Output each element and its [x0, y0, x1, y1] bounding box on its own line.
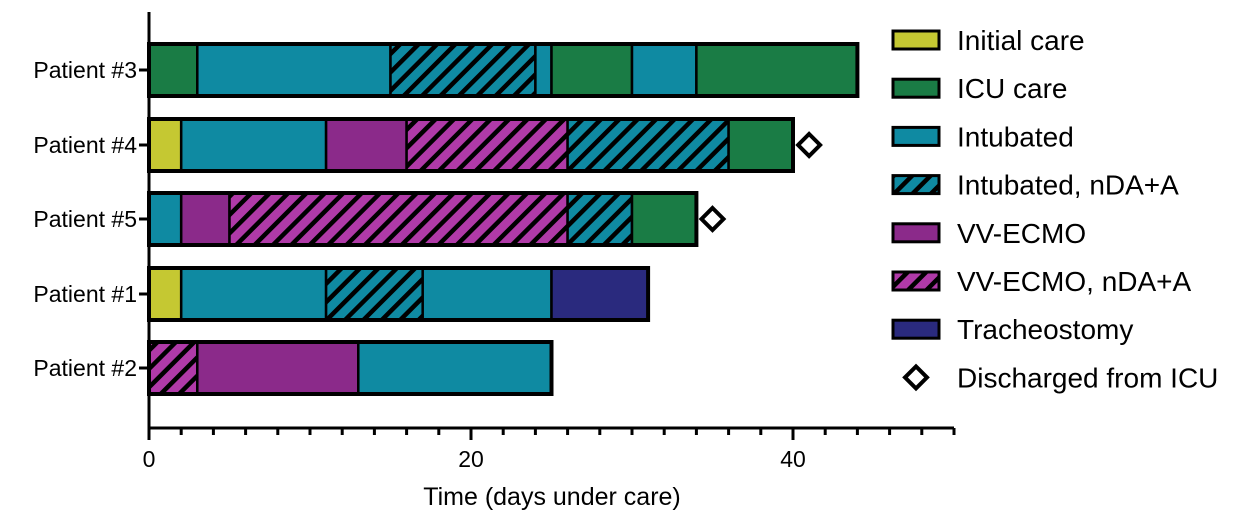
category-label: Patient #5	[33, 206, 137, 232]
legend-label: Intubated, nDA+A	[957, 170, 1179, 201]
category-label: Patient #3	[33, 57, 137, 83]
legend-item-discharged-from-icu: Discharged from ICU	[902, 362, 1218, 393]
legend-swatch	[891, 222, 941, 244]
bar-segment-intubated	[534, 42, 553, 98]
legend-item-tracheostomy: Tracheostomy	[891, 314, 1133, 345]
category-label: Patient #4	[33, 132, 137, 158]
category-label: Patient #2	[33, 355, 137, 381]
bar-row-patient-3: Patient #3	[33, 42, 860, 98]
bar-segment-intubated-nda-a	[324, 266, 424, 322]
legend-swatch	[891, 270, 941, 292]
legend-label: Intubated	[957, 121, 1074, 152]
bar-segment-vv-ecmo	[179, 191, 231, 247]
x-axis-title: Time (days under care)	[423, 483, 681, 511]
x-tick-label: 20	[458, 446, 484, 472]
bar-outline	[147, 340, 554, 396]
bar-segment-vv-ecmo-nda-a	[147, 340, 199, 396]
bar-segment-intubated	[179, 117, 328, 173]
bar-segment-icu-care	[147, 42, 199, 98]
legend-item-vv-ecmo: VV-ECMO	[891, 218, 1086, 249]
legend: Initial care ICU care Intubated Intubated, …	[891, 25, 1218, 393]
bar-segment-intubated	[630, 42, 698, 98]
bar-segment-initial-care	[147, 266, 183, 322]
legend-label: VV-ECMO, nDA+A	[957, 266, 1192, 297]
bar-segment-vv-ecmo-nda-a	[228, 191, 569, 247]
bar-segment-intubated-nda-a	[566, 117, 730, 173]
bar-segment-vv-ecmo	[196, 340, 360, 396]
bar-segment-intubated-nda-a	[389, 42, 537, 98]
bar-row-patient-2: Patient #2	[33, 340, 554, 396]
x-tick-label: 40	[780, 446, 806, 472]
bar-segment-intubated	[196, 42, 392, 98]
bar-segment-intubated-nda-a	[566, 191, 634, 247]
bar-segment-intubated	[179, 266, 328, 322]
legend-label: Initial care	[957, 25, 1085, 56]
legend-swatch	[891, 77, 941, 99]
legend-item-initial-care: Initial care	[891, 25, 1085, 56]
bar-outline	[147, 42, 860, 98]
bar-segment-intubated	[147, 191, 183, 247]
legend-item-icu-care: ICU care	[891, 73, 1067, 104]
bar-segment-icu-care	[630, 191, 698, 247]
legend-label: Tracheostomy	[957, 314, 1133, 345]
legend-swatch-diamond	[902, 363, 930, 392]
legend-swatch	[891, 125, 941, 147]
legend-item-intubated: Intubated	[891, 121, 1074, 152]
bar-segment-vv-ecmo	[324, 117, 408, 173]
bar-segment-icu-care	[550, 42, 634, 98]
category-label: Patient #1	[33, 281, 137, 307]
bar-outline	[147, 117, 795, 173]
bar-segment-vv-ecmo-nda-a	[405, 117, 569, 173]
bar-segment-initial-care	[147, 117, 183, 173]
legend-item-vv-ecmo-nda-a: VV-ECMO, nDA+A	[891, 266, 1192, 297]
bar-row-patient-5: Patient #5	[33, 191, 727, 247]
legend-swatch	[891, 29, 941, 51]
bar-row-patient-4: Patient #4	[33, 117, 823, 173]
bar-segment-icu-care	[695, 42, 859, 98]
bar-segment-tracheostomy	[550, 266, 650, 322]
legend-swatch	[891, 174, 941, 196]
discharged-marker	[795, 131, 823, 159]
x-tick-label: 0	[143, 446, 156, 472]
bar-outline	[147, 266, 651, 322]
discharged-marker	[698, 205, 727, 233]
bar-row-patient-1: Patient #1	[33, 266, 651, 322]
bar-segment-intubated	[357, 340, 553, 396]
legend-item-intubated-nda-a: Intubated, nDA+A	[891, 170, 1179, 201]
legend-swatch	[891, 318, 941, 340]
legend-label: ICU care	[957, 73, 1067, 104]
legend-label: VV-ECMO	[957, 218, 1086, 249]
plot-area: 0 20 40 Patient #3 Patient #4 Patient #5 Patie…	[33, 12, 956, 472]
bar-outline	[147, 191, 699, 247]
bar-segment-icu-care	[727, 117, 795, 173]
bar-segment-intubated	[421, 266, 553, 322]
legend-label: Discharged from ICU	[957, 362, 1218, 393]
